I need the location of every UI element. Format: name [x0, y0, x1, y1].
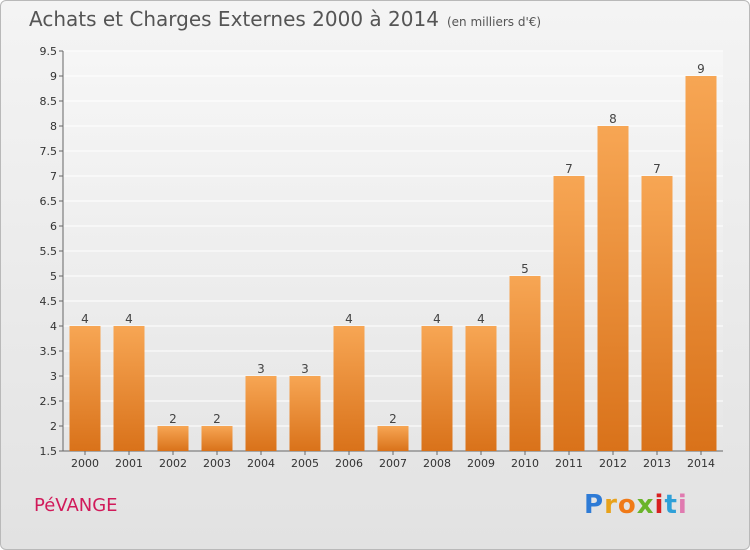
bar-2003 [201, 426, 233, 451]
bar-2011 [553, 176, 585, 451]
x-tick-label: 2007 [379, 457, 407, 470]
x-tick-label: 2008 [423, 457, 451, 470]
data-label: 7 [653, 162, 661, 176]
brand-letter: o [617, 490, 637, 520]
bar-2006 [333, 326, 365, 451]
data-label: 7 [565, 162, 573, 176]
bar-2008 [421, 326, 453, 451]
x-tick-label: 2003 [203, 457, 231, 470]
data-label: 3 [257, 362, 265, 376]
bar-2012 [597, 126, 629, 451]
brand-logo: Proxiti [584, 490, 688, 520]
y-tick-label: 9.5 [40, 45, 58, 58]
y-tick-label: 4.5 [40, 295, 58, 308]
x-tick-label: 2006 [335, 457, 363, 470]
data-label: 4 [125, 312, 133, 326]
bar-2004 [245, 376, 277, 451]
data-label: 2 [213, 412, 221, 426]
x-tick-label: 2000 [71, 457, 99, 470]
data-label: 2 [389, 412, 397, 426]
bar-2010 [509, 276, 541, 451]
x-tick-label: 2014 [687, 457, 715, 470]
chart-title-text: Achats et Charges Externes 2000 à 2014 [29, 7, 439, 31]
data-label: 8 [609, 112, 617, 126]
y-tick-label: 7 [50, 170, 57, 183]
x-tick-label: 2011 [555, 457, 583, 470]
x-tick-label: 2013 [643, 457, 671, 470]
unit-note: (en milliers d'€) [446, 15, 542, 29]
data-label: 4 [81, 312, 89, 326]
commune-name: PéVANGE [34, 495, 118, 516]
chart-title: Achats et Charges Externes 2000 à 2014 (e… [29, 7, 541, 31]
data-label: 5 [521, 262, 529, 276]
x-tick-label: 2010 [511, 457, 539, 470]
y-tick-label: 4 [50, 320, 57, 333]
bar-2009 [465, 326, 497, 451]
brand-letter: i [654, 490, 665, 520]
brand-letter: i [677, 490, 688, 520]
x-tick-label: 2004 [247, 457, 275, 470]
brand-letter: P [584, 490, 605, 520]
bar-2007 [377, 426, 409, 451]
y-tick-label: 9 [50, 70, 57, 83]
bar-2000 [69, 326, 101, 451]
bar-2014 [685, 76, 717, 451]
bar-2002 [157, 426, 189, 451]
y-tick-label: 8 [50, 120, 57, 133]
y-tick-label: 2 [50, 420, 57, 433]
brand-letter: r [604, 490, 618, 520]
data-label: 4 [477, 312, 485, 326]
y-tick-label: 6.5 [40, 195, 58, 208]
bar-2005 [289, 376, 321, 451]
x-tick-label: 2001 [115, 457, 143, 470]
bar-2013 [641, 176, 673, 451]
data-label: 4 [345, 312, 353, 326]
data-label: 2 [169, 412, 177, 426]
data-label: 3 [301, 362, 309, 376]
labels: 1.5 2 2.5 3 3.5 4 4.5 5 5.5 6 6.5 7 7.5 8 8.5 9 9.5 2000 4… [40, 45, 716, 470]
y-tick-label: 7.5 [40, 145, 58, 158]
y-tick-label: 1.5 [40, 445, 58, 458]
bar-2001 [113, 326, 145, 451]
y-tick-label: 5 [50, 270, 57, 283]
x-tick-label: 2012 [599, 457, 627, 470]
y-tick-label: 3.5 [40, 345, 58, 358]
y-tick-label: 8.5 [40, 95, 58, 108]
brand-letter: t [664, 490, 678, 520]
data-label: 9 [697, 62, 705, 76]
brand-letter: x [636, 490, 655, 520]
y-tick-label: 6 [50, 220, 57, 233]
x-tick-label: 2009 [467, 457, 495, 470]
y-tick-label: 3 [50, 370, 57, 383]
data-label: 4 [433, 312, 441, 326]
x-tick-label: 2005 [291, 457, 319, 470]
y-tick-label: 5.5 [40, 245, 58, 258]
y-tick-label: 2.5 [40, 395, 58, 408]
x-tick-label: 2002 [159, 457, 187, 470]
bars [69, 76, 717, 451]
